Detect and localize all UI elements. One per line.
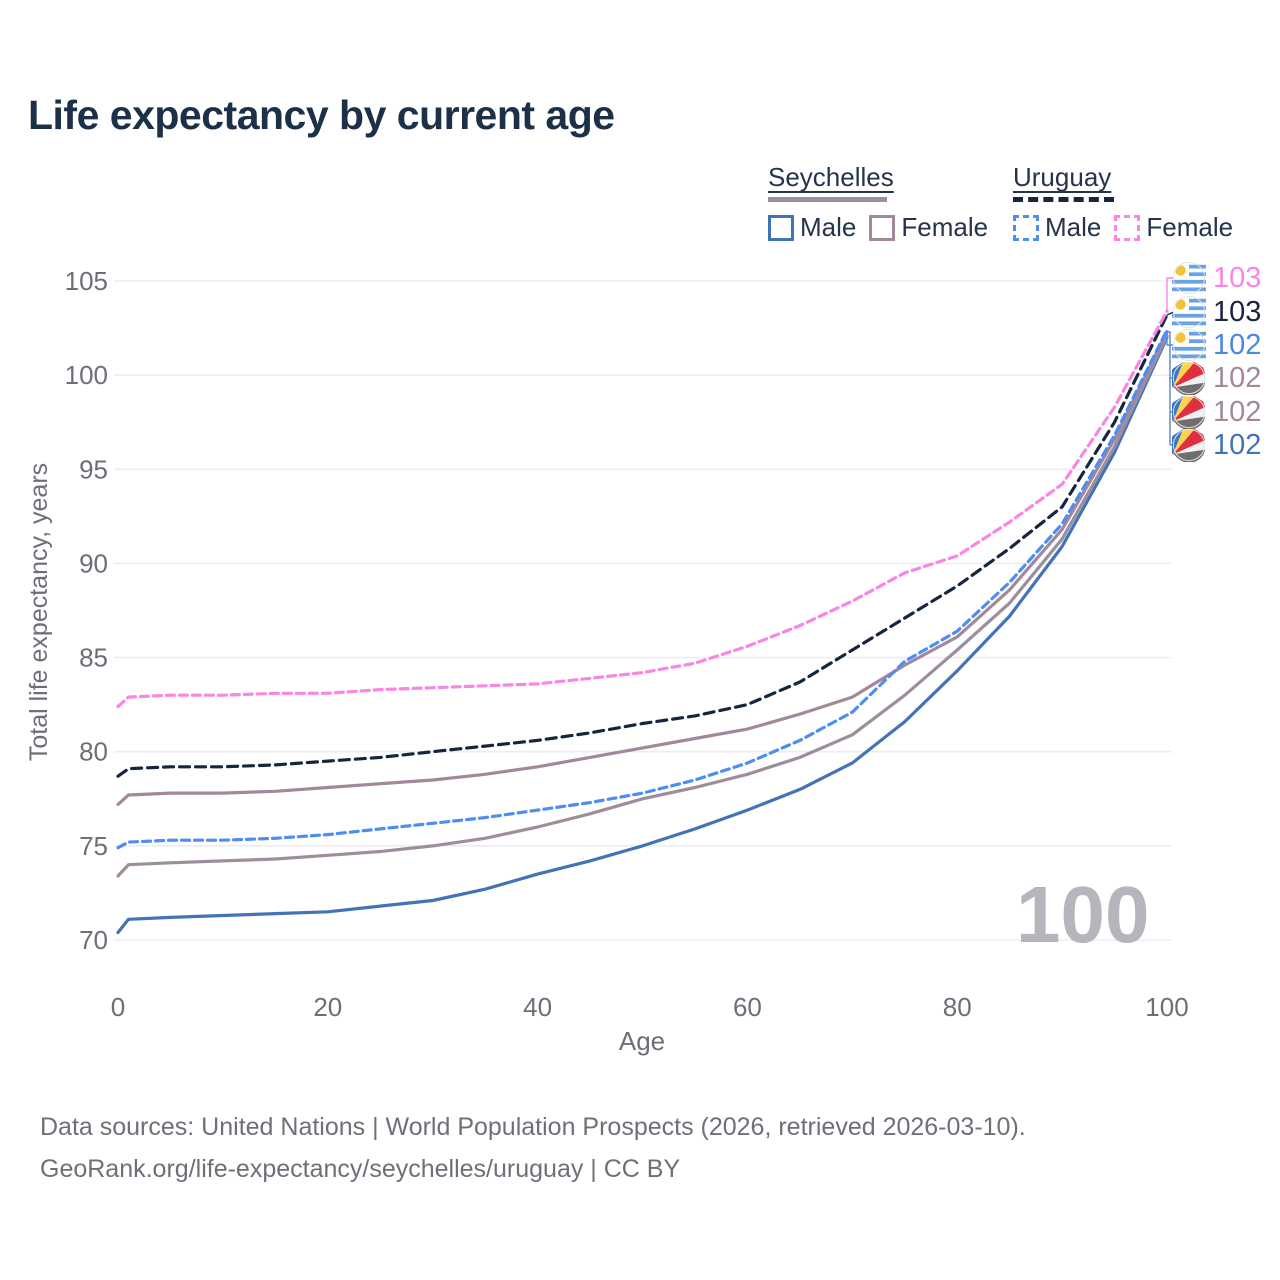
x-tick-60: 60 (733, 992, 762, 1022)
y-tick-105: 105 (65, 266, 108, 296)
series-line-seychelles-male (116, 335, 1169, 935)
connector-uruguay-male (1166, 329, 1174, 346)
uruguay-line-swatch (1013, 197, 1114, 202)
end-label-value: 103 (1213, 262, 1262, 294)
series-line-seychelles-female (116, 330, 1169, 806)
end-label-row-uruguay-0: 103 (1172, 261, 1261, 295)
x-tick-80: 80 (943, 992, 972, 1022)
y-tick-70: 70 (79, 925, 108, 955)
uruguay-female-checkbox[interactable] (1114, 214, 1141, 241)
legend-item-seychelles-male[interactable]: Male (768, 212, 856, 243)
end-label-value: 102 (1213, 429, 1262, 461)
seychelles-line-swatch (768, 197, 887, 202)
end-label-row-uruguay-2: 102 (1172, 328, 1261, 362)
end-label-row-seychelles-3: 102 (1169, 361, 1262, 396)
legend-item-seychelles-female[interactable]: Female (869, 212, 988, 243)
legend-item-uruguay-male[interactable]: Male (1013, 212, 1101, 243)
end-label-value: 102 (1213, 396, 1262, 428)
uruguay-flag-icon (1172, 328, 1206, 362)
end-label-value: 102 (1213, 362, 1262, 394)
y-tick-90: 90 (79, 548, 108, 578)
x-tick-100: 100 (1145, 992, 1188, 1022)
series-line-uruguay-total (116, 313, 1169, 778)
series-line-seychelles-total (116, 334, 1169, 878)
attribution-line[interactable]: GeoRank.org/life-expectancy/seychelles/u… (40, 1155, 681, 1183)
legend-group-uruguay: Uruguay Male Female (1013, 162, 1246, 243)
data-source-line: Data sources: United Nations | World Pop… (40, 1113, 1026, 1141)
end-label-value: 102 (1213, 329, 1262, 361)
y-tick-75: 75 (79, 831, 108, 861)
y-axis-title: Total life expectancy, years (25, 463, 53, 761)
seychelles-male-checkbox[interactable] (768, 214, 794, 241)
connector-uruguay-female (1166, 277, 1174, 312)
x-axis-title: Age (619, 1026, 665, 1056)
end-label-value: 103 (1213, 296, 1262, 328)
y-tick-100: 100 (65, 360, 108, 390)
x-tick-0: 0 (111, 992, 125, 1022)
x-tick-40: 40 (523, 992, 552, 1022)
y-tick-85: 85 (79, 643, 108, 673)
legend-country-uruguay[interactable]: Uruguay (1013, 162, 1112, 192)
seychelles-flag-icon (1169, 428, 1206, 463)
end-label-row-uruguay-1: 103 (1172, 295, 1261, 329)
uruguay-male-checkbox[interactable] (1013, 214, 1039, 241)
legend-group-seychelles: Seychelles Male Female (768, 162, 1001, 243)
y-tick-95: 95 (79, 454, 108, 484)
series-line-uruguay-female (116, 309, 1169, 709)
end-label-row-seychelles-5: 102 (1169, 428, 1262, 463)
end-label-row-seychelles-4: 102 (1169, 395, 1262, 430)
series-line-uruguay-male (116, 328, 1169, 850)
connector-uruguay-total (1166, 311, 1175, 316)
legend-country-seychelles[interactable]: Seychelles (768, 162, 894, 192)
legend-item-uruguay-female[interactable]: Female (1114, 212, 1233, 243)
seychelles-female-checkbox[interactable] (869, 214, 896, 241)
y-tick-80: 80 (79, 737, 108, 767)
uruguay-flag-icon (1172, 295, 1206, 329)
seychelles-flag-icon (1169, 395, 1206, 430)
page-title: Life expectancy by current age (28, 92, 615, 138)
age-counter-watermark: 100 (1016, 870, 1150, 959)
uruguay-flag-icon (1172, 261, 1206, 295)
footer: Data sources: United Nations | World Pop… (40, 1106, 1026, 1190)
seychelles-flag-icon (1169, 361, 1206, 396)
x-tick-20: 20 (313, 992, 342, 1022)
